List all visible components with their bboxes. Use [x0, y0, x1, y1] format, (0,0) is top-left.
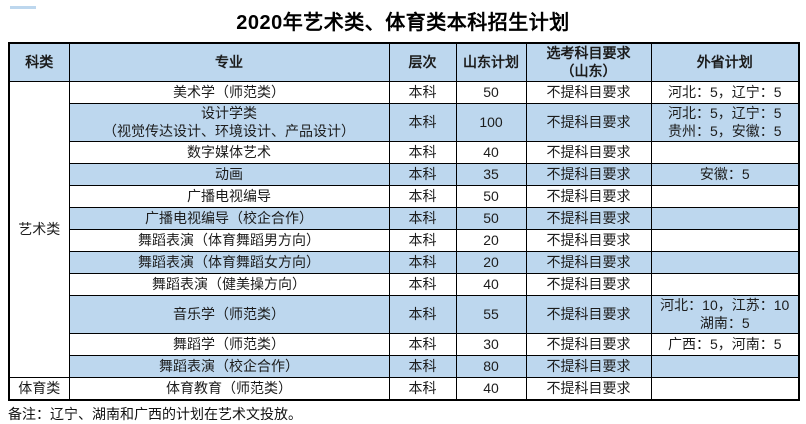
major-cell: 舞蹈表演（健美操方向）	[68, 272, 390, 296]
table-header-row: 科类 专业 层次 山东计划 选考科目要求 （山东） 外省计划	[8, 42, 800, 82]
subject-req-cell: 不提科目要求	[525, 162, 652, 186]
table-row: 音乐学（师范类） 本科 55 不提科目要求 河北：10，江苏：10 湖南：5	[9, 294, 800, 334]
enrollment-plan-table: 科类 专业 层次 山东计划 选考科目要求 （山东） 外省计划 艺术类 美术学（师…	[8, 42, 800, 401]
level-cell: 本科	[388, 272, 457, 296]
subject-req-cell: 不提科目要求	[525, 206, 652, 230]
table-row: 设计学类 （视觉传达设计、环境设计、产品设计） 本科 100 不提科目要求 河北…	[9, 102, 800, 142]
shandong-plan-cell: 50	[455, 80, 527, 104]
table-row: 艺术类 美术学（师范类） 本科 50 不提科目要求 河北：5，辽宁：5	[8, 80, 800, 378]
table-row: 广播电视编导 本科 50 不提科目要求	[9, 184, 800, 208]
major-cell: 广播电视编导（校企合作）	[68, 206, 390, 230]
other-province-cell: 河北：5，辽宁：5	[650, 80, 800, 104]
shandong-plan-cell: 50	[455, 206, 527, 230]
subject-req-cell: 不提科目要求	[525, 272, 652, 296]
level-cell: 本科	[388, 102, 457, 142]
major-cell: 体育教育（师范类）	[68, 376, 390, 401]
level-cell: 本科	[388, 206, 457, 230]
level-cell: 本科	[388, 162, 457, 186]
header-major: 专业	[68, 42, 390, 82]
level-cell: 本科	[388, 250, 457, 274]
shandong-plan-cell: 55	[455, 294, 527, 334]
subject-req-cell: 不提科目要求	[525, 294, 652, 334]
table-row: 舞蹈表演（健美操方向） 本科 40 不提科目要求	[9, 272, 800, 296]
other-province-cell: 河北：5，辽宁：5 贵州：5，安徽：5	[650, 102, 800, 142]
major-cell: 广播电视编导	[68, 184, 390, 208]
other-province-cell: 河北：10，江苏：10 湖南：5	[650, 294, 800, 334]
level-cell: 本科	[388, 354, 457, 378]
major-cell: 舞蹈表演（体育舞蹈男方向）	[68, 228, 390, 252]
subject-req-cell: 不提科目要求	[525, 228, 652, 252]
other-province-cell	[650, 250, 800, 274]
page-title: 2020年艺术类、体育类本科招生计划	[236, 12, 570, 34]
shandong-plan-cell: 35	[455, 162, 527, 186]
subject-req-cell: 不提科目要求	[525, 376, 652, 401]
major-cell: 美术学（师范类）	[68, 80, 390, 104]
major-cell: 舞蹈表演（体育舞蹈女方向）	[68, 250, 390, 274]
category-cell-art: 艺术类	[8, 80, 70, 378]
major-cell: 动画	[68, 162, 390, 186]
shandong-plan-cell: 20	[455, 250, 527, 274]
other-province-cell	[650, 228, 800, 252]
footnote: 备注：辽宁、湖南和广西的计划在艺术文投放。	[8, 405, 302, 422]
level-cell: 本科	[388, 332, 457, 356]
other-province-cell	[650, 184, 800, 208]
other-province-cell	[650, 206, 800, 230]
subject-req-cell: 不提科目要求	[525, 354, 652, 378]
other-province-cell	[650, 140, 800, 164]
major-cell: 数字媒体艺术	[68, 140, 390, 164]
major-cell: 舞蹈表演（校企合作）	[68, 354, 390, 378]
shandong-plan-cell: 50	[455, 184, 527, 208]
shandong-plan-cell: 100	[455, 102, 527, 142]
table-row: 广播电视编导（校企合作） 本科 50 不提科目要求	[9, 206, 800, 230]
table-row: 舞蹈表演（校企合作） 本科 80 不提科目要求	[9, 354, 800, 378]
shandong-plan-cell: 40	[455, 140, 527, 164]
shandong-plan-cell: 40	[455, 376, 527, 401]
table-row: 舞蹈表演（体育舞蹈男方向） 本科 20 不提科目要求	[9, 228, 800, 252]
table-row: 舞蹈表演（体育舞蹈女方向） 本科 20 不提科目要求	[9, 250, 800, 274]
subject-req-cell: 不提科目要求	[525, 102, 652, 142]
other-province-cell	[650, 272, 800, 296]
category-cell-sports: 体育类	[8, 376, 70, 401]
other-province-cell	[650, 354, 800, 378]
level-cell: 本科	[388, 294, 457, 334]
shandong-plan-cell: 40	[455, 272, 527, 296]
cropped-cell-fragment	[10, 6, 36, 9]
major-cell: 设计学类 （视觉传达设计、环境设计、产品设计）	[68, 102, 390, 142]
header-category: 科类	[8, 42, 70, 82]
table-row: 舞蹈学（师范类） 本科 30 不提科目要求 广西：5，河南：5	[9, 332, 800, 356]
header-other-province: 外省计划	[650, 42, 800, 82]
table-row: 体育类 体育教育（师范类） 本科 40 不提科目要求	[8, 376, 800, 401]
level-cell: 本科	[388, 80, 457, 104]
other-province-cell	[650, 376, 800, 401]
level-cell: 本科	[388, 228, 457, 252]
header-shandong-plan: 山东计划	[455, 42, 527, 82]
major-cell: 音乐学（师范类）	[68, 294, 390, 334]
subject-req-cell: 不提科目要求	[525, 332, 652, 356]
shandong-plan-cell: 20	[455, 228, 527, 252]
table-row: 数字媒体艺术 本科 40 不提科目要求	[9, 140, 800, 164]
subject-req-cell: 不提科目要求	[525, 250, 652, 274]
subject-req-cell: 不提科目要求	[525, 80, 652, 104]
table-row: 动画 本科 35 不提科目要求 安徽：5	[9, 162, 800, 186]
level-cell: 本科	[388, 376, 457, 401]
level-cell: 本科	[388, 140, 457, 164]
subject-req-cell: 不提科目要求	[525, 184, 652, 208]
level-cell: 本科	[388, 184, 457, 208]
header-subject-req: 选考科目要求 （山东）	[525, 42, 652, 82]
shandong-plan-cell: 80	[455, 354, 527, 378]
subject-req-cell: 不提科目要求	[525, 140, 652, 164]
major-cell: 舞蹈学（师范类）	[68, 332, 390, 356]
shandong-plan-cell: 30	[455, 332, 527, 356]
other-province-cell: 广西：5，河南：5	[650, 332, 800, 356]
header-level: 层次	[388, 42, 457, 82]
other-province-cell: 安徽：5	[650, 162, 800, 186]
